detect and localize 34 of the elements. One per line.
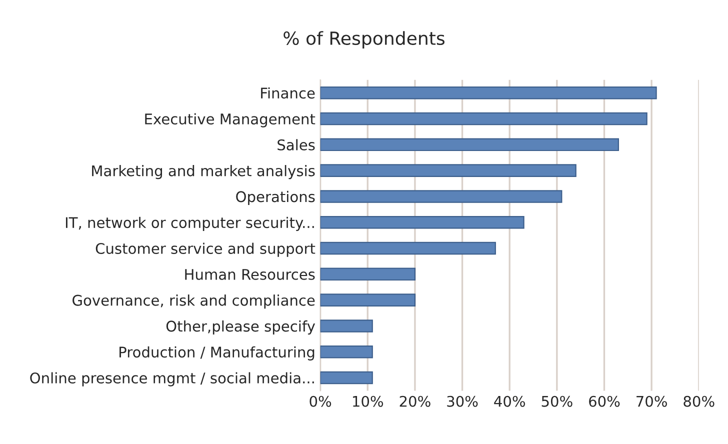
y-tick-label: Operations: [236, 190, 315, 206]
bar: [320, 112, 648, 126]
y-tick-label: Human Resources: [185, 269, 315, 280]
bar: [320, 138, 619, 152]
bar: [320, 268, 416, 281]
y-tick-label: Production / Manufacturing: [120, 346, 314, 360]
bar: [320, 190, 562, 203]
x-tick-label: 30%: [447, 396, 478, 407]
y-tick-label: Customer service and support: [96, 242, 316, 257]
y-tick-label: Online presence mgmt / social media...: [30, 372, 314, 386]
bar: [320, 320, 373, 332]
y-tick-label: Governance, risk and compliance: [72, 294, 315, 309]
x-tick-label: 10%: [353, 396, 384, 407]
y-tick-label: Finance: [261, 87, 315, 99]
bar: [320, 164, 576, 177]
x-tick-label: 80%: [684, 396, 714, 407]
bar: [320, 371, 373, 384]
x-tick-label: 70%: [636, 396, 667, 407]
x-tick-label: 60%: [589, 396, 620, 407]
bar: [320, 294, 416, 306]
x-tick-label: 0%: [310, 396, 332, 407]
x-tick-label: 40%: [494, 396, 525, 407]
y-tick-label: Marketing and market analysis: [92, 165, 315, 180]
y-tick-label: Sales: [278, 139, 315, 150]
y-tick-label: Other,please specify: [166, 320, 316, 335]
y-tick-label: Executive Management: [145, 113, 316, 128]
x-tick-label: 50%: [542, 396, 572, 407]
chart-title: % of Respondents: [284, 31, 444, 49]
y-tick-label: IT, network or computer security...: [66, 216, 314, 231]
bar: [320, 345, 373, 358]
bar: [320, 242, 496, 255]
bar: [320, 216, 524, 229]
bar: [320, 86, 657, 100]
x-tick-label: 20%: [400, 396, 430, 407]
